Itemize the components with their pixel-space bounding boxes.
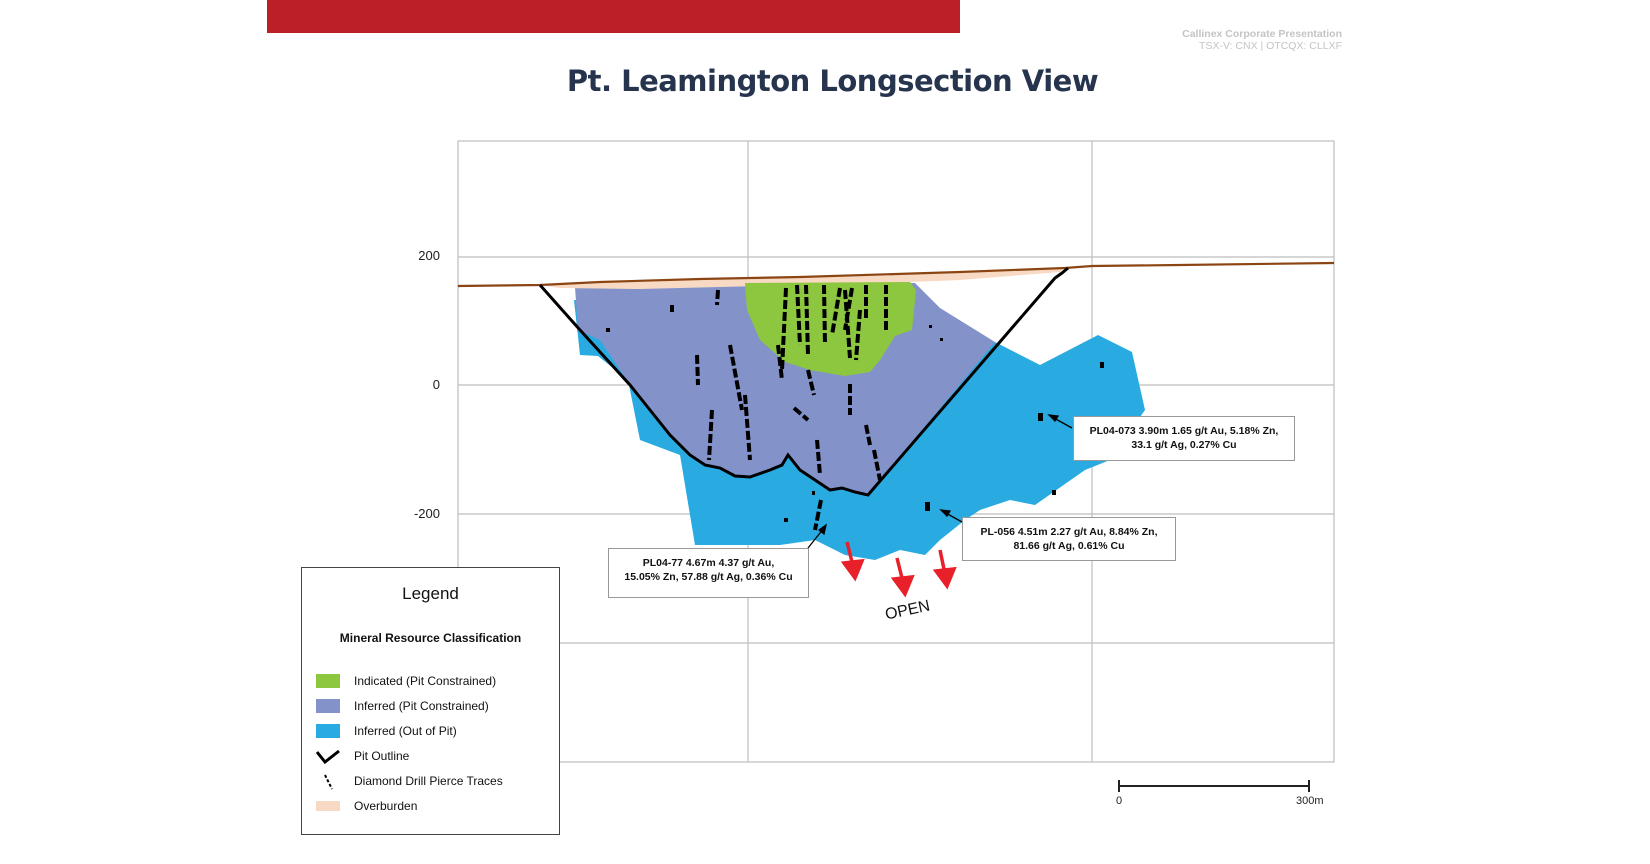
callout-leaders	[807, 414, 1073, 549]
corporate-info: Callinex Corporate Presentation TSX-V: C…	[1182, 28, 1342, 52]
green-swatch-icon	[316, 674, 340, 688]
overburden-swatch-icon	[316, 801, 340, 811]
legend-item-inferred-out: Inferred (Out of Pit)	[316, 721, 457, 741]
pit-outline	[538, 266, 1069, 497]
blue-swatch-icon	[316, 724, 340, 738]
legend-item-drill-traces: Diamond Drill Pierce Traces	[316, 771, 503, 791]
legend-item-pit-outline: Pit Outline	[316, 746, 409, 766]
purple-swatch-icon	[316, 699, 340, 713]
legend-title: Legend	[402, 584, 459, 603]
pit-outline-icon	[316, 749, 340, 765]
legend-box: Legend Mineral Resource Classification I…	[301, 567, 560, 835]
open-arrows	[840, 541, 957, 598]
drill-pierce-points	[606, 325, 1104, 522]
y-tick-200: 200	[418, 248, 440, 263]
corporate-name: Callinex Corporate Presentation	[1182, 28, 1342, 40]
callout-pl04-77: PL04-77 4.67m 4.37 g/t Au, 15.05% Zn, 57…	[608, 548, 809, 598]
drill-trace-icon	[316, 774, 340, 790]
callout-pl04-073: PL04-073 3.90m 1.65 g/t Au, 5.18% Zn, 33…	[1073, 416, 1295, 461]
legend-item-indicated: Indicated (Pit Constrained)	[316, 671, 496, 691]
plot-frame	[457, 140, 1335, 763]
drill-pierce-traces	[670, 284, 888, 531]
topography-line	[457, 261, 1335, 288]
indicated-pit-zone	[745, 282, 916, 376]
ticker-symbols: TSX-V: CNX | OTCQX: CLLXF	[1199, 40, 1342, 52]
scale-start-label: 0	[1116, 795, 1123, 807]
header-accent-bar	[267, 0, 960, 33]
scale-end-label: 300m	[1296, 795, 1324, 807]
y-tick-neg200: -200	[413, 506, 440, 521]
page-title: Pt. Leamington Longsection View	[566, 64, 1099, 98]
legend-item-inferred-pit: Inferred (Pit Constrained)	[316, 696, 489, 716]
callout-pl-056: PL-056 4.51m 2.27 g/t Au, 8.84% Zn, 81.6…	[962, 517, 1176, 561]
y-tick-0: 0	[432, 377, 440, 392]
legend-subtitle: Mineral Resource Classification	[339, 631, 522, 645]
legend-item-overburden: Overburden	[316, 796, 417, 816]
